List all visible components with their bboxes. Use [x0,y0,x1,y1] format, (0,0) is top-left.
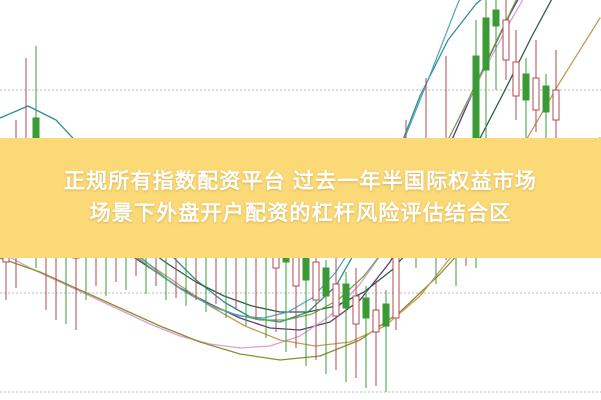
candlestick [552,50,560,140]
headline-overlay-band: 正规所有指数配资平台 过去一年半国际权益市场 场景下外盘开户配资的杠杆风险评估结… [0,138,601,258]
candle-body [532,77,540,111]
headline-line-1: 正规所有指数配资平台 过去一年半国际权益市场 [63,169,538,193]
candle-body [492,9,500,27]
candlestick [362,286,370,388]
candle-body [352,295,360,325]
candlestick [382,290,390,392]
candlestick [342,272,350,382]
candlestick [482,0,490,140]
candle-body [482,17,490,71]
candle-body [312,261,320,301]
candle-body [332,283,340,317]
candle-body [372,309,380,333]
candle-body [362,297,370,319]
candlestick [352,268,360,378]
candlestick [492,0,500,90]
candlestick [322,260,330,374]
candlestick [522,58,530,146]
candlestick [332,252,340,370]
candle-body [512,61,520,97]
candlestick [532,40,540,132]
candle-body [522,73,530,101]
candle-body [382,303,390,327]
candle-body [502,19,510,61]
candle-body [322,267,330,297]
candlestick [512,30,520,120]
candlestick [502,0,510,80]
candle-body [552,89,560,121]
headline-line-2: 场景下外盘开户配资的杠杆风险评估结合区 [89,202,512,225]
candle-body [542,85,550,113]
candlestick [372,280,380,386]
candle-body [342,283,350,309]
candle-body [32,117,40,141]
